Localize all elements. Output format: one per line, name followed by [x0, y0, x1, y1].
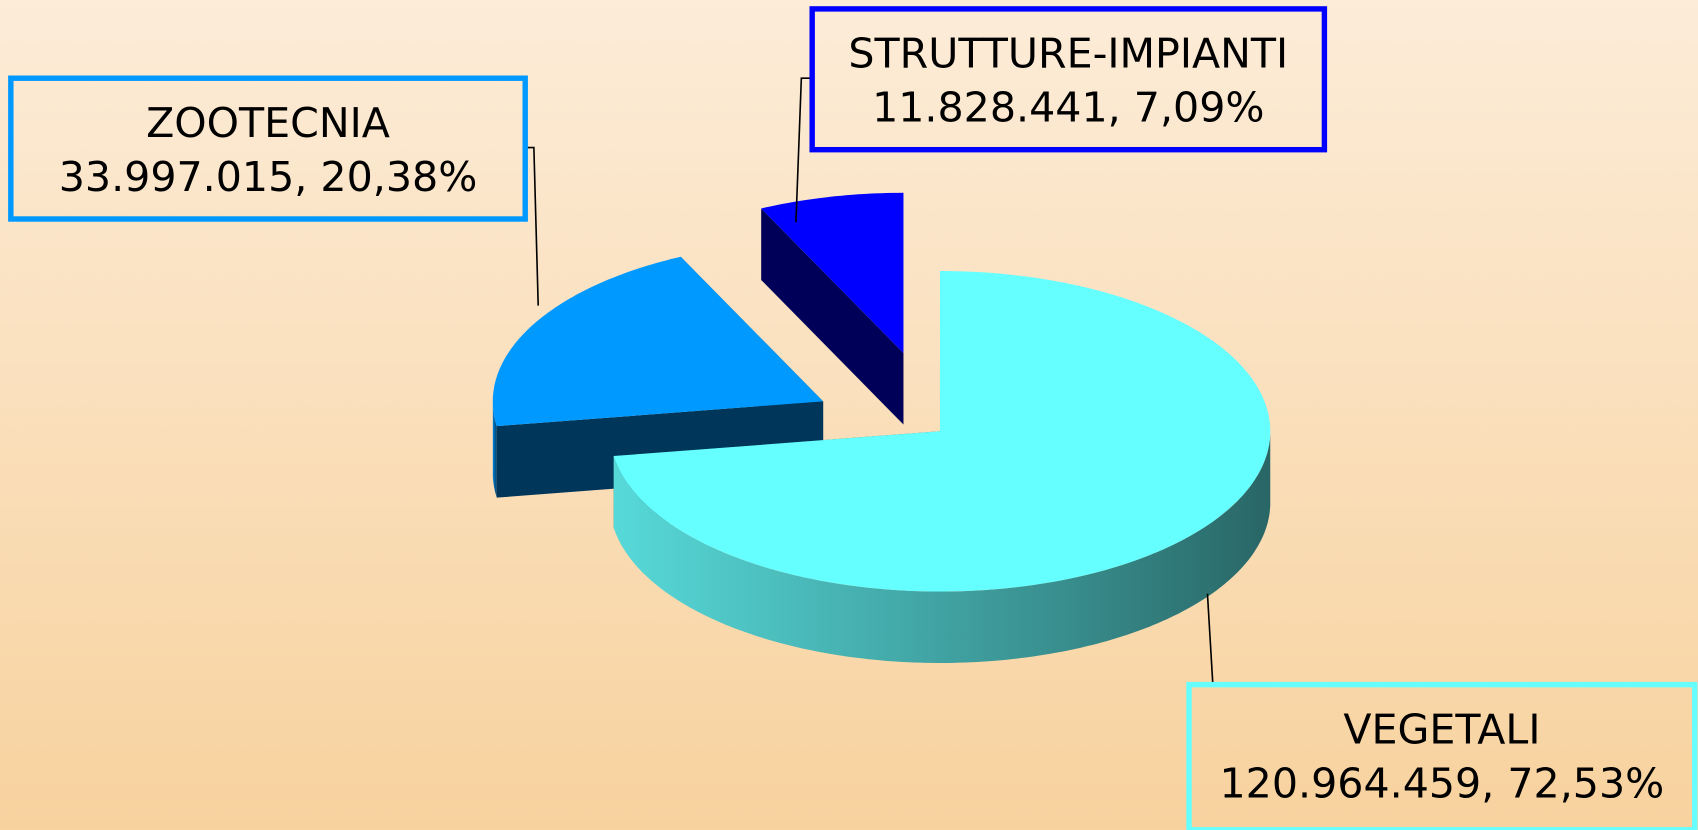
slice: [613, 270, 1271, 592]
slice: [613, 270, 1271, 663]
slice-wall: [613, 431, 1271, 663]
label-box: [8, 75, 528, 222]
category-label: VEGETALI: [1343, 705, 1540, 753]
slice: [761, 192, 904, 354]
slice: [492, 256, 824, 427]
slice: [761, 192, 904, 425]
slice-wall: [492, 401, 497, 498]
leader-line: [525, 146, 540, 306]
leader-line: [1206, 593, 1214, 685]
slice: [492, 256, 824, 498]
slice-face: [761, 208, 904, 425]
category-label: STRUTTURE-IMPIANTI: [848, 30, 1288, 78]
value-label: 11.828.441, 7,09%: [872, 84, 1264, 132]
label-box: [809, 6, 1328, 153]
value-label: 120.964.459, 72,53%: [1220, 759, 1665, 807]
leader-line: [795, 77, 813, 223]
category-label: ZOOTECNIA: [146, 99, 390, 147]
value-label: 33.997.015, 20,38%: [59, 153, 478, 201]
